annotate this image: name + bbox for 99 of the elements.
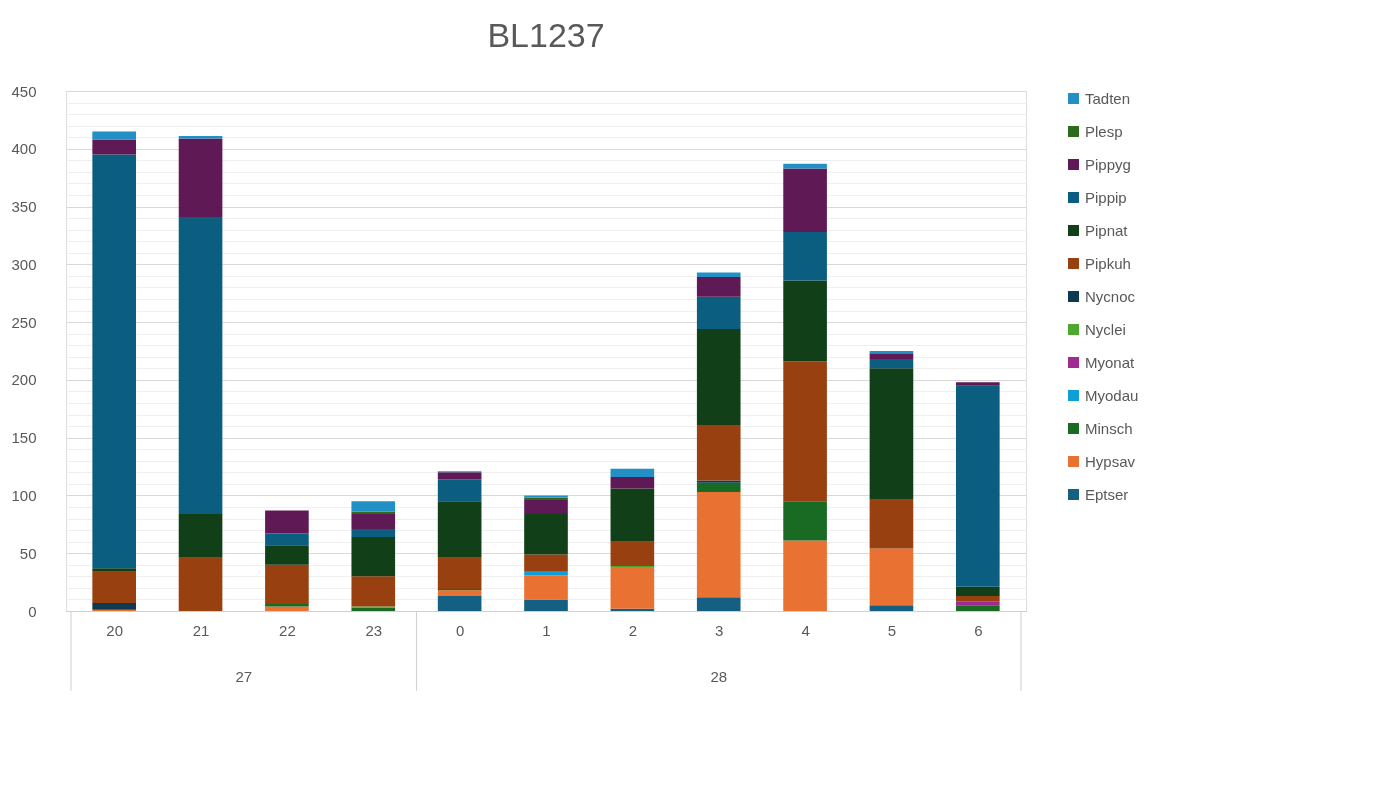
bar — [265, 510, 309, 534]
bar — [696, 272, 741, 278]
bar — [610, 567, 655, 609]
legend-label: Myonat — [1085, 353, 1136, 371]
bar — [696, 491, 741, 598]
bar — [783, 501, 827, 541]
y-tick-label: 150 — [11, 429, 37, 447]
chart-title: BL1237 — [487, 16, 605, 54]
bar — [696, 296, 741, 330]
bar — [178, 138, 223, 217]
bar — [610, 541, 655, 566]
bar — [869, 368, 914, 499]
bar — [351, 501, 396, 512]
bar — [610, 468, 655, 477]
x-tick-label: 0 — [455, 621, 465, 639]
bar — [265, 564, 309, 605]
x-tick-label: 4 — [801, 621, 810, 639]
y-tick-label: 200 — [11, 371, 37, 389]
bar — [869, 548, 914, 606]
bar — [178, 513, 223, 558]
legend-label: Pipkuh — [1085, 254, 1131, 272]
x-tick-label: 1 — [542, 621, 551, 639]
bar — [178, 557, 223, 611]
y-tick-label: 250 — [11, 313, 37, 331]
bar — [956, 385, 1000, 587]
y-tick-label: 400 — [11, 140, 37, 158]
bar — [783, 361, 827, 502]
bar — [696, 480, 741, 483]
bar — [783, 540, 827, 611]
bar — [956, 382, 1000, 386]
bar — [437, 590, 482, 596]
bar — [524, 500, 568, 514]
bar — [869, 605, 914, 611]
text: 27 — [235, 668, 253, 685]
bar — [351, 576, 396, 607]
bar — [437, 595, 482, 611]
bar — [351, 537, 396, 577]
bar — [783, 168, 827, 232]
bar — [437, 557, 482, 590]
bar — [610, 476, 655, 489]
bar — [524, 554, 568, 572]
bar — [351, 528, 396, 538]
bar — [265, 606, 309, 611]
bar — [696, 424, 741, 481]
bar — [869, 353, 914, 360]
bar — [351, 513, 396, 529]
bar — [696, 482, 741, 492]
x-tick-label: 2 — [628, 621, 638, 639]
legend-label: Hypsav — [1085, 452, 1136, 470]
x-tick-label: 21 — [192, 621, 210, 639]
y-tick-label: 450 — [11, 82, 37, 100]
bar — [610, 488, 655, 542]
text: 28 — [710, 668, 728, 685]
bar — [869, 498, 914, 549]
bar — [265, 533, 309, 546]
y-tick-label: 300 — [11, 255, 37, 273]
legend-label: Myodau — [1085, 386, 1139, 404]
bar — [437, 501, 482, 558]
y-tick-label: 100 — [11, 486, 37, 504]
legend-label: Pipnat — [1085, 221, 1129, 239]
legend-label: Eptser — [1085, 485, 1129, 503]
bar — [956, 605, 1000, 611]
legend-label: Pippip — [1085, 188, 1127, 206]
legend-label: Plesp — [1085, 122, 1123, 140]
bar — [178, 216, 223, 514]
legend-label: Nycnoc — [1085, 287, 1136, 305]
bar — [524, 599, 568, 611]
bar — [869, 359, 914, 369]
bar — [696, 597, 741, 611]
legend-label: Pippyg — [1085, 155, 1131, 173]
bar — [92, 139, 136, 155]
x-tick-label: 20 — [106, 621, 124, 639]
x-tick-label: 3 — [715, 621, 724, 639]
bar — [92, 154, 136, 569]
y-tick-label: 50 — [19, 544, 37, 562]
bar — [265, 545, 309, 565]
bar — [783, 280, 827, 362]
y-tick-label: 350 — [11, 198, 37, 216]
x-tick-label: 6 — [974, 621, 983, 639]
bar — [92, 131, 136, 140]
bar — [92, 571, 136, 603]
legend-label: Nyclei — [1085, 320, 1126, 338]
bar — [524, 575, 568, 600]
bar — [524, 513, 568, 555]
legend-label: Tadten — [1085, 89, 1131, 107]
bar — [437, 472, 482, 480]
bar — [92, 568, 136, 572]
x-tick-label: 22 — [279, 621, 296, 639]
x-tick-label: 23 — [365, 621, 383, 639]
bar — [92, 602, 136, 610]
bar — [696, 277, 741, 297]
bar — [956, 586, 1000, 596]
legend-label: Minsch — [1085, 419, 1133, 437]
bar — [437, 479, 482, 502]
bar — [956, 595, 1000, 602]
y-tick-label: 0 — [28, 602, 37, 620]
bar — [783, 231, 827, 281]
bar — [696, 329, 741, 425]
x-tick-label: 5 — [887, 621, 897, 639]
